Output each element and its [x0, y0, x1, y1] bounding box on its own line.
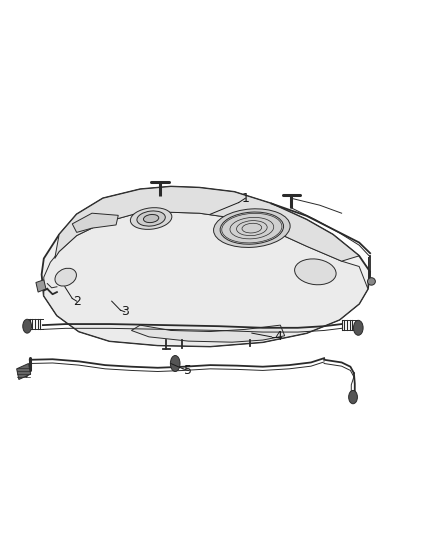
Ellipse shape [144, 214, 159, 223]
Ellipse shape [170, 356, 180, 372]
Ellipse shape [214, 209, 290, 247]
Polygon shape [131, 325, 285, 342]
Polygon shape [17, 364, 31, 379]
Text: 5: 5 [184, 364, 192, 377]
Polygon shape [44, 212, 368, 346]
Ellipse shape [137, 211, 165, 226]
Polygon shape [72, 213, 118, 232]
Text: 4: 4 [274, 330, 282, 343]
Ellipse shape [55, 268, 77, 286]
Polygon shape [42, 187, 370, 346]
Ellipse shape [295, 259, 336, 285]
Text: 3: 3 [121, 305, 129, 318]
Text: 1: 1 [241, 192, 249, 205]
Ellipse shape [131, 208, 172, 229]
Ellipse shape [367, 278, 375, 285]
Polygon shape [36, 280, 46, 292]
Ellipse shape [349, 390, 357, 404]
Text: 2: 2 [73, 295, 81, 308]
Ellipse shape [23, 319, 32, 333]
Polygon shape [55, 187, 359, 261]
Ellipse shape [353, 320, 363, 335]
